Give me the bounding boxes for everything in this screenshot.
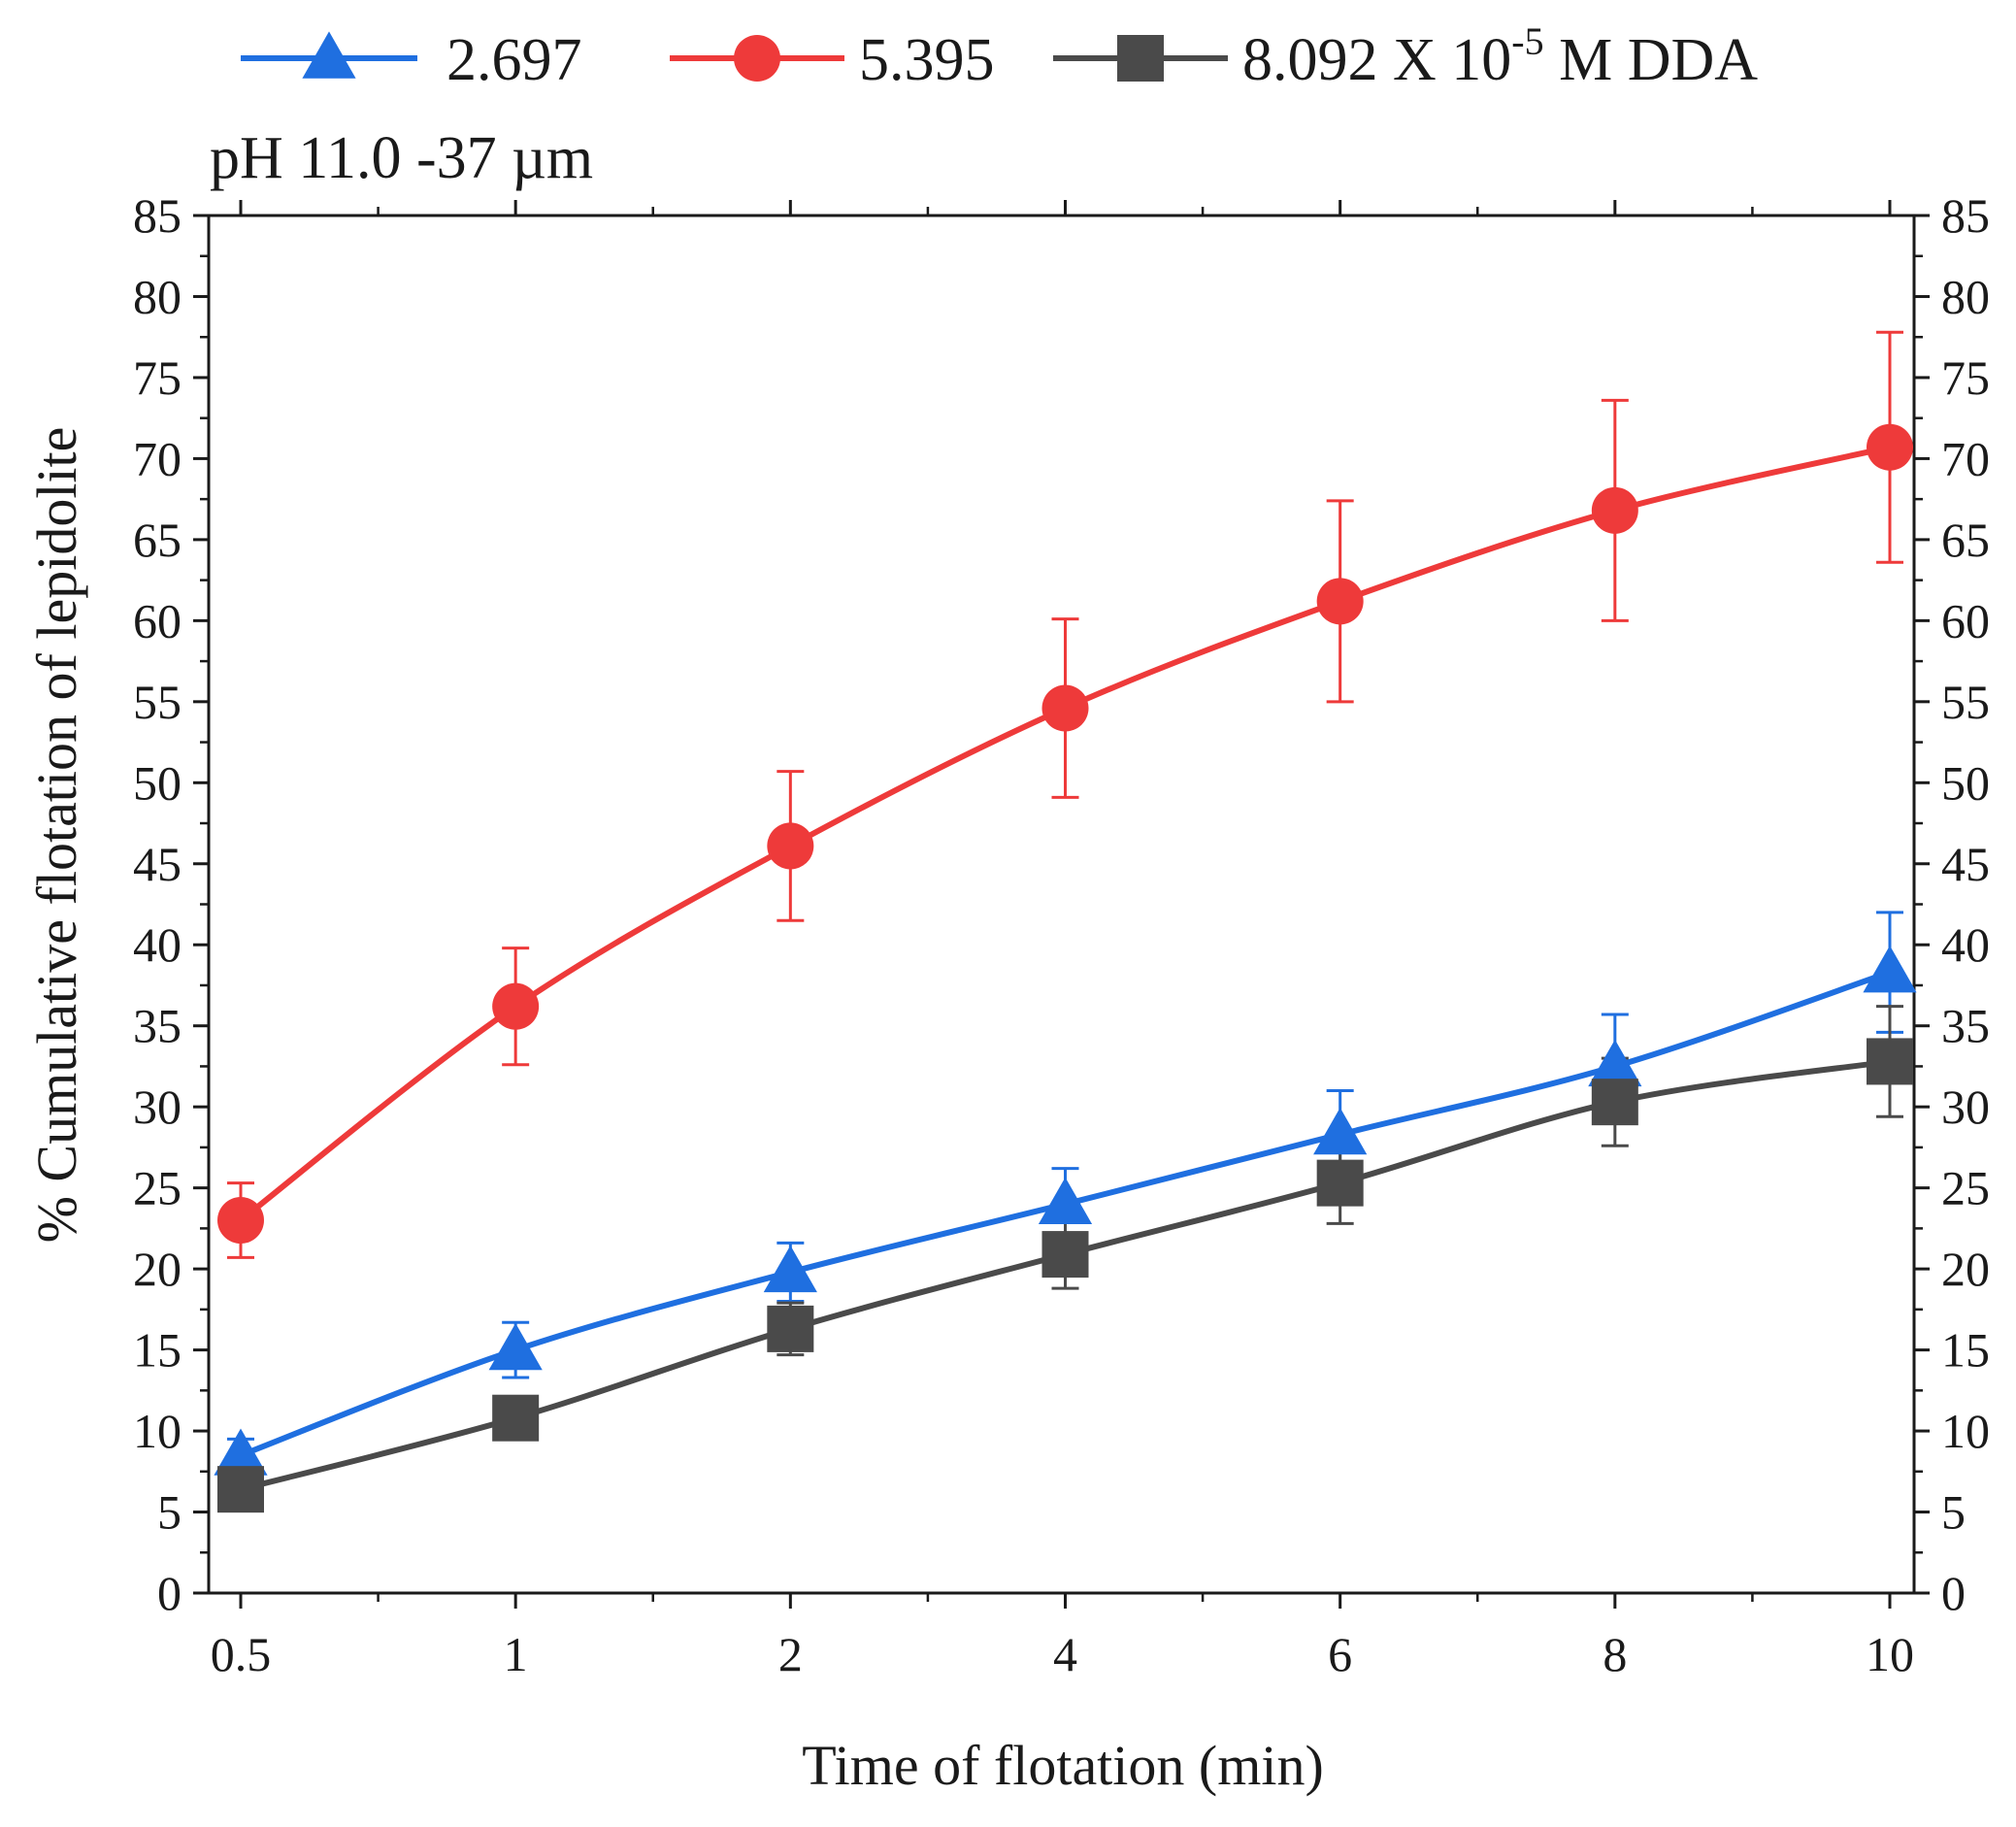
series-markers	[214, 423, 1917, 1513]
y-tick-label-left: 45	[133, 837, 182, 891]
x-tick-label: 2	[778, 1627, 803, 1681]
data-point-series-2	[217, 1197, 264, 1245]
y-tick-label-right: 10	[1941, 1404, 1990, 1458]
y-tick-label-left: 75	[133, 350, 182, 405]
legend-marker-1	[302, 31, 356, 79]
axis-ticks	[193, 200, 1930, 1609]
legend-label-2: 5.395	[859, 27, 995, 93]
y-tick-label-left: 50	[133, 755, 182, 810]
y-tick-label-left: 0	[157, 1566, 182, 1620]
x-tick-label: 1	[504, 1627, 528, 1681]
data-point-series-2	[492, 982, 540, 1030]
y-tick-label-left: 65	[133, 513, 182, 567]
y-tick-label-right: 80	[1941, 269, 1990, 323]
data-point-series-3	[767, 1305, 814, 1352]
y-tick-label-right: 75	[1941, 350, 1990, 405]
legend-label-exponent: -5	[1511, 19, 1543, 63]
y-tick-label-right: 85	[1941, 188, 1990, 243]
data-point-series-3	[492, 1394, 540, 1442]
data-point-series-3	[1041, 1231, 1089, 1279]
data-point-series-2	[1041, 684, 1089, 732]
y-tick-label-left: 80	[133, 269, 182, 323]
y-axis-label: % Cumulative flotation of lepidolite	[25, 427, 88, 1244]
y-tick-label-left: 5	[157, 1485, 182, 1540]
y-tick-label-left: 60	[133, 593, 182, 648]
legend-label-3: 8.092 X 10-5 M DDA	[1242, 19, 1758, 93]
data-point-series-1	[1038, 1177, 1093, 1225]
data-point-series-3	[1316, 1159, 1364, 1207]
legend-marker-2	[734, 35, 780, 82]
y-tick-label-right: 35	[1941, 999, 1990, 1053]
data-point-series-3	[1591, 1079, 1638, 1126]
x-tick-label: 6	[1328, 1627, 1352, 1681]
y-tick-label-left: 85	[133, 188, 182, 243]
y-tick-label-right: 20	[1941, 1242, 1990, 1296]
y-tick-label-right: 25	[1941, 1161, 1990, 1215]
legend-marker-3	[1117, 35, 1164, 82]
y-tick-label-left: 10	[133, 1404, 182, 1458]
series-lines	[239, 444, 1891, 1493]
legend-label-1: 2.697	[446, 27, 582, 93]
x-axis-label: Time of flotation (min)	[802, 1734, 1324, 1797]
y-tick-label-right: 45	[1941, 837, 1990, 891]
y-tick-label-right: 30	[1941, 1080, 1990, 1134]
plot-frame	[207, 214, 1916, 1595]
y-tick-label-right: 70	[1941, 431, 1990, 485]
y-tick-label-right: 55	[1941, 675, 1990, 729]
data-point-series-1	[1863, 946, 1917, 993]
y-tick-label-left: 15	[133, 1323, 182, 1378]
x-tick-label: 4	[1053, 1627, 1077, 1681]
y-tick-label-right: 50	[1941, 755, 1990, 810]
x-tick-label: 10	[1866, 1627, 1914, 1681]
y-tick-label-left: 20	[133, 1242, 182, 1296]
y-tick-label-right: 15	[1941, 1323, 1990, 1378]
legend-label-prefix: 8.092 X 10	[1242, 27, 1511, 93]
legend-label-rest: M DDA	[1544, 27, 1759, 93]
data-point-series-1	[214, 1428, 268, 1476]
y-tick-label-left: 25	[133, 1161, 182, 1215]
y-tick-label-left: 70	[133, 431, 182, 485]
data-point-series-2	[767, 822, 814, 870]
y-tick-label-left: 40	[133, 917, 182, 972]
y-tick-label-right: 0	[1941, 1566, 1966, 1620]
y-tick-label-left: 55	[133, 675, 182, 729]
x-tick-label: 8	[1603, 1627, 1627, 1681]
y-tick-label-right: 5	[1941, 1485, 1966, 1540]
legend: 2.697 5.395 8.092 X 10-5 M DDA	[241, 19, 1758, 93]
y-tick-label-right: 40	[1941, 917, 1990, 972]
y-tick-label-left: 35	[133, 999, 182, 1053]
x-tick-label: 0.5	[211, 1627, 272, 1681]
data-point-series-2	[1867, 423, 1913, 471]
error-bars	[227, 330, 1903, 1505]
y-tick-label-left: 30	[133, 1080, 182, 1134]
series-line-2	[239, 444, 1891, 1223]
y-tick-label-right: 60	[1941, 593, 1990, 648]
data-point-series-3	[1867, 1038, 1913, 1085]
data-point-series-1	[488, 1322, 543, 1371]
chart-annotation: pH 11.0 -37 µm	[210, 125, 593, 191]
data-point-series-1	[763, 1245, 817, 1293]
data-point-series-3	[217, 1466, 264, 1513]
data-point-series-1	[1313, 1107, 1368, 1155]
data-point-series-2	[1316, 578, 1364, 625]
data-point-series-2	[1591, 486, 1638, 534]
y-tick-label-right: 65	[1941, 513, 1990, 567]
data-point-series-1	[1588, 1039, 1642, 1087]
